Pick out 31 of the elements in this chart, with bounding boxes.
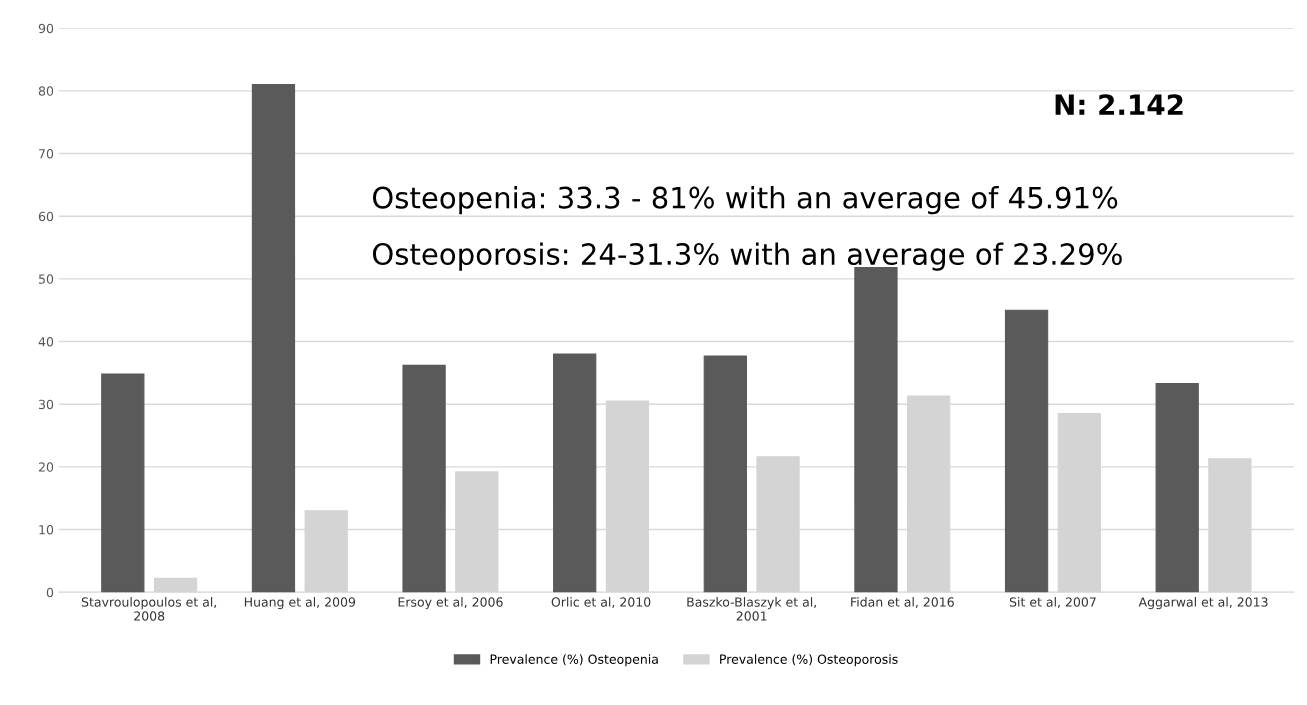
bar <box>1155 382 1199 593</box>
y-tick-label: 60 <box>38 211 54 222</box>
bar <box>402 364 446 593</box>
annotation: N: 2.142 <box>1055 94 1183 115</box>
bar <box>703 355 747 593</box>
y-tick-label: 0 <box>46 587 54 598</box>
y-tick-label: 20 <box>38 462 54 472</box>
bar <box>251 84 296 593</box>
y-tick-label: 40 <box>38 337 54 347</box>
y-tick-label: 30 <box>39 399 54 410</box>
x-tick-label: Ersoy et al, 2006 <box>398 597 503 610</box>
bar <box>153 577 198 593</box>
legend-label: Prevalence (%) Osteoporosis <box>720 654 898 667</box>
y-tick-label: 90 <box>38 23 54 34</box>
y-tick-label: 70 <box>39 149 54 159</box>
y-tick-label: 50 <box>39 274 54 284</box>
y-tick-label: 80 <box>38 86 54 96</box>
bar <box>553 353 597 593</box>
bar <box>101 373 145 593</box>
x-tick-label: Stavroulopoulos et al, 2008 <box>81 597 217 621</box>
x-tick-label: Orlic et al, 2010 <box>551 597 651 609</box>
annotation: Osteopenia: 33.3 - 81% with an average of 45.91% <box>372 186 1118 215</box>
legend-label: Prevalence (%) Osteopenia <box>490 654 658 667</box>
x-tick-label: Aggarwal et al, 2013 <box>1138 597 1268 610</box>
x-tick-label: Fidan et al, 2016 <box>851 597 954 609</box>
y-tick-label: 10 <box>39 525 54 535</box>
x-tick-label: Baszko-Blaszyk et al, 2001 <box>687 597 817 621</box>
x-tick-label: Huang et al, 2009 <box>244 597 356 610</box>
annotation: Osteoporosis: 24-31.3% with an average of 23.29% <box>372 242 1122 271</box>
x-tick-label: Sit et al, 2007 <box>1009 597 1096 609</box>
bar <box>1004 309 1049 593</box>
